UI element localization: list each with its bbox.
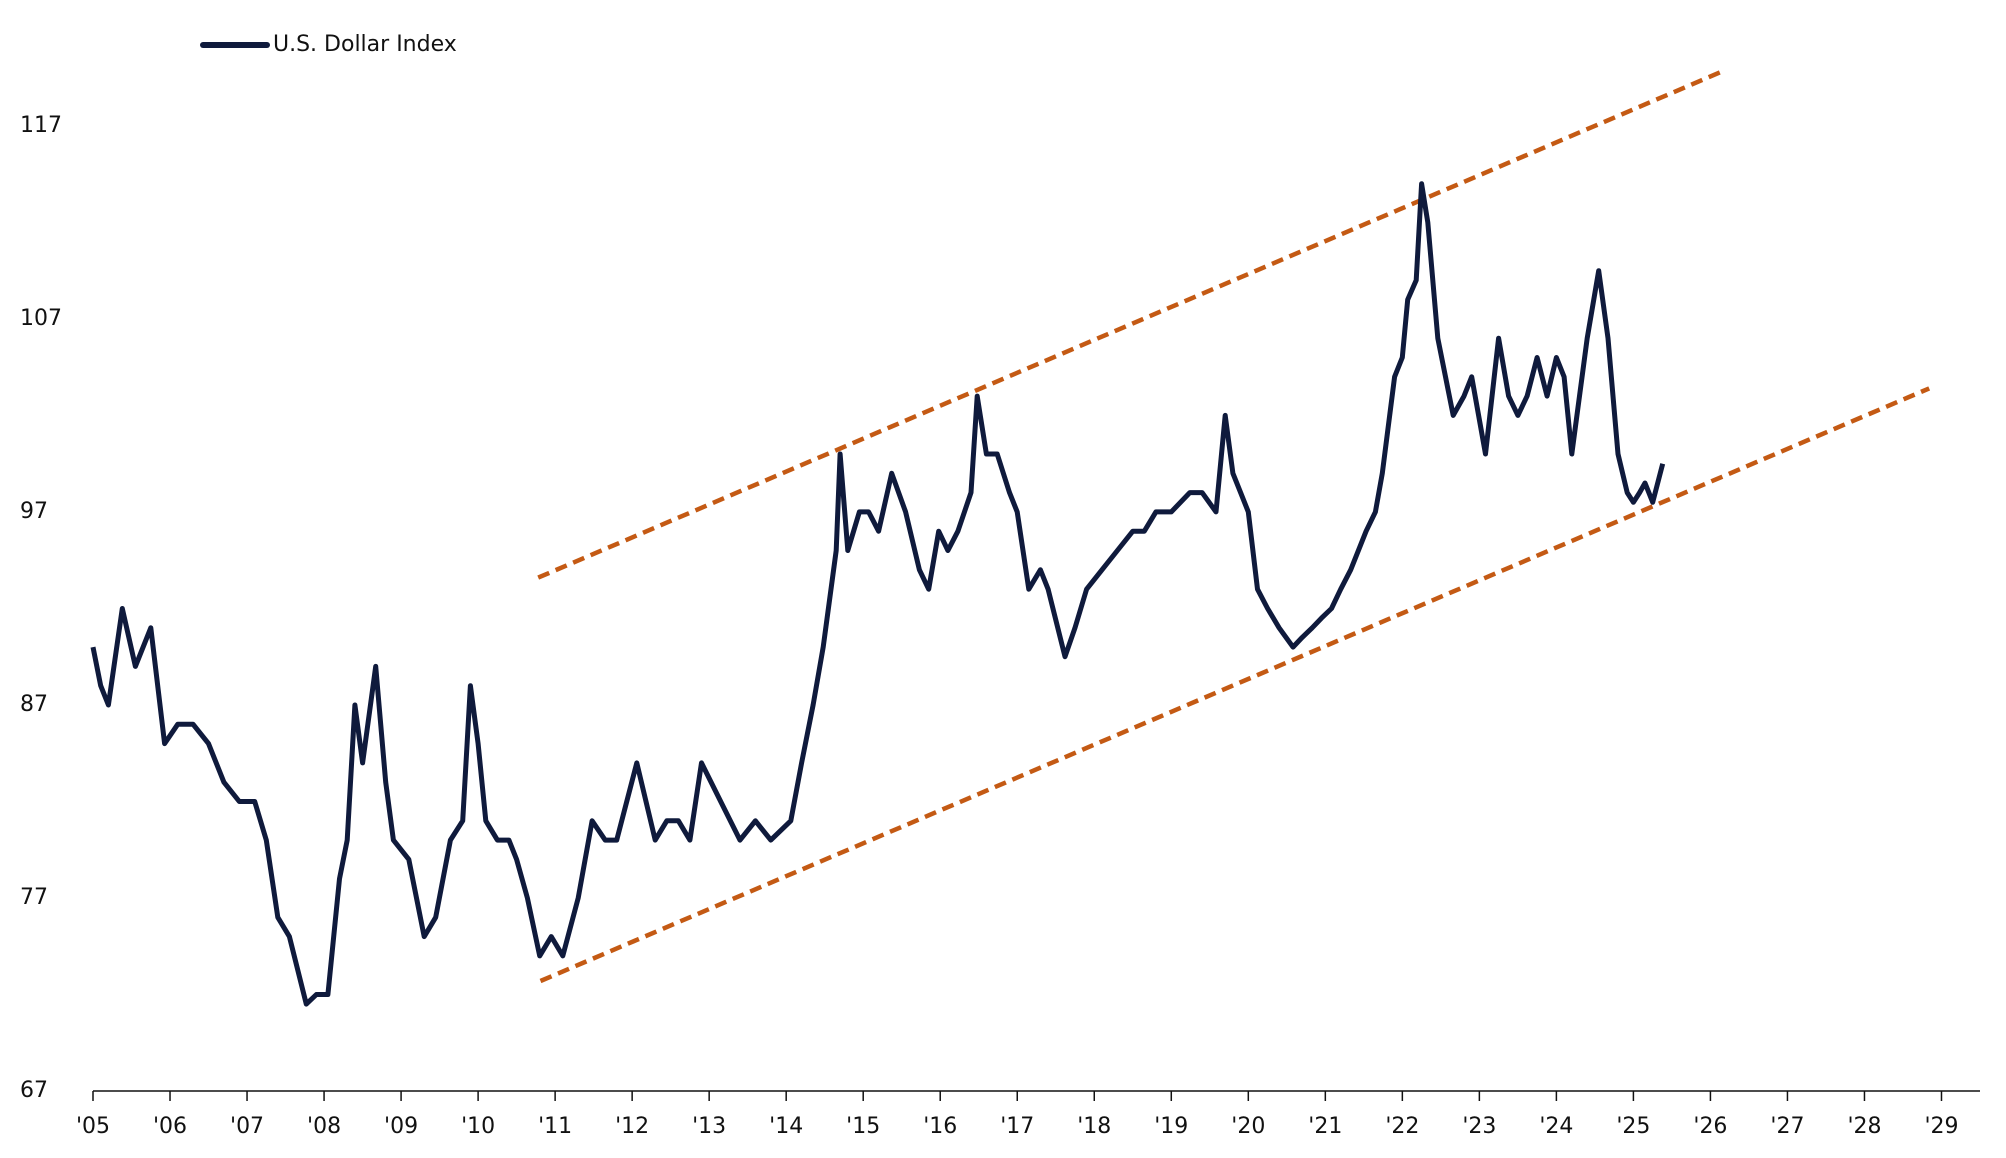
y-tick-label: 67 — [20, 1078, 48, 1103]
x-tick-label: '24 — [1539, 1114, 1573, 1139]
legend-label: U.S. Dollar Index — [273, 32, 457, 57]
y-tick-label: 97 — [20, 499, 48, 524]
x-tick-label: '06 — [153, 1114, 187, 1139]
x-tick-label: '27 — [1770, 1114, 1804, 1139]
x-tick-label: '18 — [1077, 1114, 1111, 1139]
x-tick-label: '20 — [1231, 1114, 1265, 1139]
trend-line — [539, 386, 1931, 984]
x-tick-label: '28 — [1847, 1114, 1881, 1139]
y-tick-label: 87 — [20, 692, 48, 717]
x-tick-label: '07 — [230, 1114, 264, 1139]
x-tick-label: '11 — [538, 1114, 572, 1139]
x-tick-label: '19 — [1154, 1114, 1188, 1139]
x-tick-label: '13 — [692, 1114, 726, 1139]
x-tick-label: '09 — [384, 1114, 418, 1139]
x-tick-label: '23 — [1462, 1114, 1496, 1139]
x-tick-label: '22 — [1385, 1114, 1419, 1139]
x-tick-label: '16 — [923, 1114, 957, 1139]
trend-line — [537, 67, 1727, 580]
x-tick-label: '12 — [615, 1114, 649, 1139]
x-tick-label: '05 — [76, 1114, 110, 1139]
x-tick-label: '17 — [1000, 1114, 1034, 1139]
data-line — [90, 181, 1666, 1007]
x-tick-label: '29 — [1924, 1114, 1958, 1139]
x-tick-label: '25 — [1616, 1114, 1650, 1139]
x-tick-label: '14 — [769, 1114, 803, 1139]
x-tick-label: '08 — [307, 1114, 341, 1139]
x-tick-label: '10 — [461, 1114, 495, 1139]
y-tick-label: 117 — [20, 113, 62, 138]
x-tick-label: '21 — [1308, 1114, 1342, 1139]
y-tick-label: 107 — [20, 306, 62, 331]
x-tick-label: '26 — [1693, 1114, 1727, 1139]
y-tick-label: 77 — [20, 885, 48, 910]
x-tick-label: '15 — [846, 1114, 880, 1139]
